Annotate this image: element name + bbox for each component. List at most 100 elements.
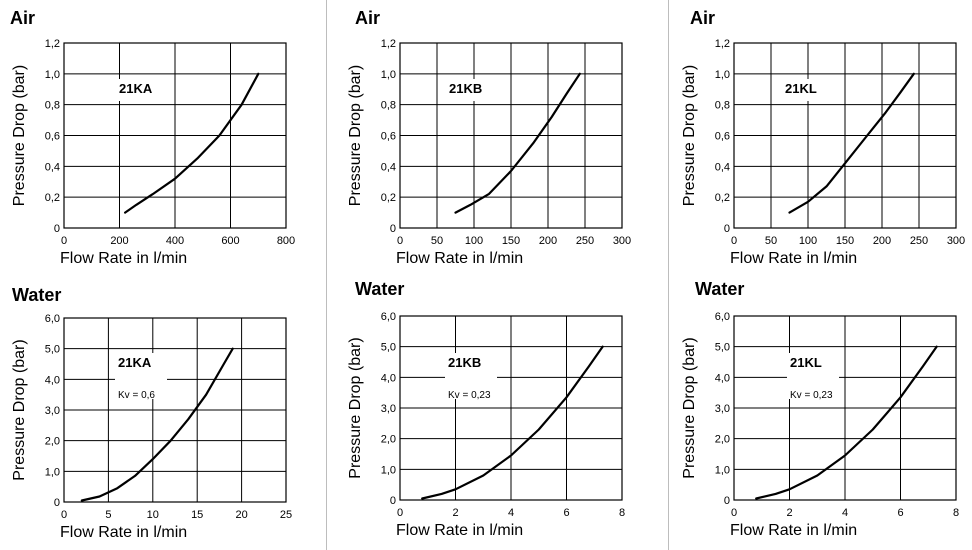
plot-frame [399, 315, 623, 501]
chart-water-21ka: 0 5 10 15 20 25 0 1,0 2,0 3,0 4,0 5,0 6,0 Flow Rate i… [11, 313, 292, 541]
section-title-water: Water [12, 285, 62, 305]
chart-air-21ka: 0 200 400 600 800 0 0,2 0,4 0,6 0,8 1,0 1,2 Flow Rat… [11, 38, 295, 267]
model-label: 21KL [790, 355, 822, 370]
chart-water-21kl: 0 2 4 6 8 0 1,0 2,0 3,0 4,0 5,0 6,0 Flow Rate in l/m… [681, 311, 959, 539]
model-label: 21KA [119, 81, 153, 96]
x-tick-label: 25 [280, 509, 292, 521]
y-tick-label: 6,0 [715, 311, 730, 323]
kv-label: Kv = 0,23 [790, 390, 833, 401]
column-divider [668, 0, 669, 550]
x-tick-label: 400 [166, 235, 184, 247]
x-tick-label: 2 [452, 507, 458, 519]
x-tick-label: 250 [576, 235, 594, 247]
y-tick-label: 0 [724, 223, 730, 235]
y-tick-label: 0,4 [45, 161, 60, 173]
model-label: 21KB [449, 81, 482, 96]
x-tick-label: 0 [731, 235, 737, 247]
y-tick-label: 1,0 [715, 464, 730, 476]
y-axis-label: Pressure Drop (bar) [347, 337, 364, 478]
x-tick-label: 300 [947, 235, 965, 247]
y-axis-label: Pressure Drop (bar) [681, 65, 698, 206]
y-tick-label: 1,2 [381, 38, 396, 50]
series-line [421, 345, 604, 500]
y-tick-label: 0,8 [45, 100, 60, 112]
section-title-water: Water [355, 279, 405, 299]
y-tick-label: 0,2 [715, 192, 730, 204]
y-tick-label: 0 [54, 223, 60, 235]
label-box [787, 353, 839, 399]
x-axis-label: Flow Rate in l/min [730, 522, 857, 539]
y-tick-label: 2,0 [381, 434, 396, 446]
x-tick-label: 20 [235, 509, 247, 521]
y-axis-label: Pressure Drop (bar) [347, 65, 364, 206]
kv-label: Kv = 0,23 [448, 390, 491, 401]
y-tick-label: 0,2 [381, 192, 396, 204]
y-axis-label: Pressure Drop (bar) [11, 339, 28, 480]
chart-air-21kb: 0 50 100 150 200 250 300 0 0,2 0,4 0,6 0,8 1,0 1,2 Flo… [347, 38, 631, 267]
x-tick-label: 150 [502, 235, 520, 247]
x-tick-label: 6 [897, 507, 903, 519]
y-tick-label: 5,0 [45, 344, 60, 356]
y-tick-label: 0,2 [45, 192, 60, 204]
x-tick-label: 10 [147, 509, 159, 521]
plot-frame [733, 42, 957, 229]
x-tick-label: 4 [842, 507, 848, 519]
y-tick-label: 0,8 [715, 100, 730, 112]
series-line [788, 72, 915, 214]
x-tick-label: 50 [765, 235, 777, 247]
y-tick-label: 4,0 [381, 372, 396, 384]
x-tick-label: 800 [277, 235, 295, 247]
section-title-water: Water [695, 279, 745, 299]
x-tick-label: 15 [191, 509, 203, 521]
section-title-air: Air [355, 8, 381, 28]
x-tick-label: 0 [61, 235, 67, 247]
y-tick-label: 1,2 [45, 38, 60, 50]
y-tick-label: 3,0 [715, 403, 730, 415]
x-tick-label: 0 [731, 507, 737, 519]
kv-label: Kv = 0,6 [118, 390, 155, 401]
y-tick-label: 0,6 [715, 131, 730, 143]
x-tick-label: 0 [61, 509, 67, 521]
x-tick-label: 8 [619, 507, 625, 519]
x-axis-label: Flow Rate in l/min [396, 522, 523, 539]
y-tick-label: 0 [724, 495, 730, 507]
x-tick-label: 250 [910, 235, 928, 247]
section-title-air: Air [10, 8, 36, 28]
label-box [446, 79, 496, 101]
chart-water-21kb: 0 2 4 6 8 0 1,0 2,0 3,0 4,0 5,0 6,0 Flow Rate in l/m… [347, 311, 625, 539]
x-axis-label: Flow Rate in l/min [60, 250, 187, 267]
x-tick-label: 0 [397, 507, 403, 519]
y-tick-label: 3,0 [45, 405, 60, 417]
y-tick-label: 0,6 [45, 131, 60, 143]
x-axis-label: Flow Rate in l/min [730, 250, 857, 267]
y-tick-label: 0,4 [381, 161, 396, 173]
x-tick-label: 600 [221, 235, 239, 247]
y-tick-label: 6,0 [381, 311, 396, 323]
y-tick-label: 4,0 [45, 374, 60, 386]
x-tick-label: 5 [105, 509, 111, 521]
y-tick-label: 2,0 [45, 436, 60, 448]
y-tick-label: 0 [390, 495, 396, 507]
x-tick-label: 6 [563, 507, 569, 519]
label-box [782, 79, 832, 101]
x-tick-label: 50 [431, 235, 443, 247]
y-tick-label: 1,0 [45, 466, 60, 478]
y-tick-label: 1,0 [381, 464, 396, 476]
section-title-air: Air [690, 8, 716, 28]
y-tick-label: 0,8 [381, 100, 396, 112]
series-line [124, 72, 260, 214]
series-line [755, 345, 938, 500]
y-tick-label: 1,0 [45, 69, 60, 81]
x-tick-label: 150 [836, 235, 854, 247]
label-box [115, 353, 167, 399]
x-tick-label: 200 [110, 235, 128, 247]
x-tick-label: 100 [465, 235, 483, 247]
plot-frame [63, 42, 287, 229]
y-tick-label: 0,6 [381, 131, 396, 143]
y-tick-label: 5,0 [715, 342, 730, 354]
model-label: 21KB [448, 355, 481, 370]
y-axis-label: Pressure Drop (bar) [11, 65, 28, 206]
plot-frame [399, 42, 623, 229]
plot-frame [63, 317, 287, 503]
y-tick-label: 4,0 [715, 372, 730, 384]
